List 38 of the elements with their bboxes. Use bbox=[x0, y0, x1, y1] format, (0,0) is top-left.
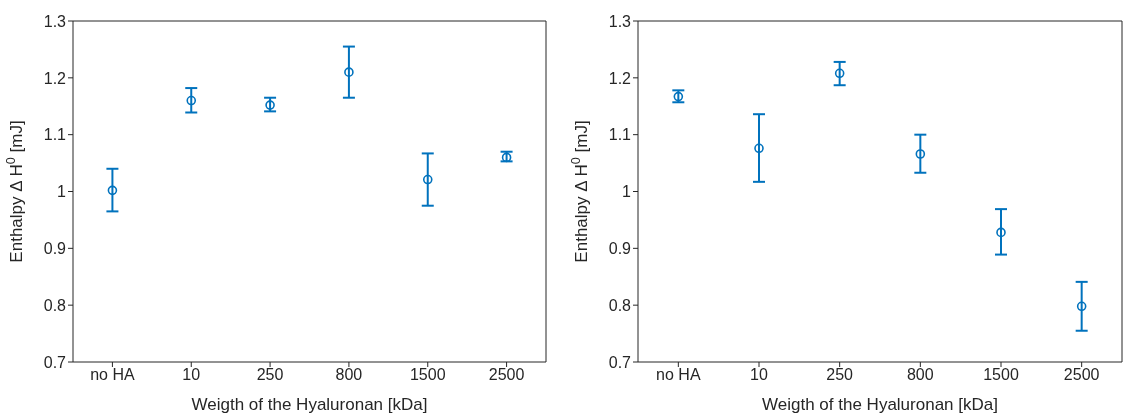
y-tick-label: 1.2 bbox=[608, 69, 632, 87]
x-axis-title: Weigth of the Hyaluronan [kDa] bbox=[762, 395, 998, 414]
point bbox=[422, 174, 433, 185]
x-tick-label: 1500 bbox=[983, 366, 1019, 384]
point bbox=[996, 227, 1006, 238]
y-tick-label: 1.1 bbox=[43, 126, 67, 144]
point bbox=[754, 143, 764, 154]
point bbox=[1076, 301, 1087, 312]
y-tick-label: 0.9 bbox=[43, 240, 67, 258]
point bbox=[265, 100, 275, 110]
y-tick-label: 0.9 bbox=[608, 240, 632, 258]
x-tick-label: no HA bbox=[90, 366, 135, 384]
point bbox=[915, 149, 926, 159]
point bbox=[344, 67, 354, 77]
x-tick-label: 10 bbox=[182, 366, 201, 384]
y-tick-label: 0.8 bbox=[43, 296, 67, 314]
x-tick-label: 250 bbox=[256, 366, 284, 384]
y-tick-label: 1.3 bbox=[43, 12, 67, 30]
y-tick-label: 1 bbox=[57, 183, 67, 201]
x-tick-label: 10 bbox=[750, 366, 768, 384]
point bbox=[834, 68, 845, 79]
x-tick-label: 250 bbox=[826, 366, 854, 384]
point bbox=[186, 95, 197, 106]
y-tick-label: 1.3 bbox=[608, 12, 632, 30]
y-tick-label: 0.7 bbox=[43, 353, 67, 371]
y-tick-label: 0.7 bbox=[608, 353, 632, 371]
x-tick-label: 2500 bbox=[1063, 366, 1100, 384]
x-tick-label: 1500 bbox=[409, 366, 446, 384]
y-tick-label: 0.8 bbox=[608, 296, 632, 314]
y-tick-label: 1.1 bbox=[608, 126, 632, 144]
x-tick-label: 2500 bbox=[488, 366, 525, 384]
x-tick-label: no HA bbox=[656, 366, 701, 384]
point bbox=[107, 185, 118, 196]
y-tick-label: 1 bbox=[622, 183, 632, 201]
x-tick-label: 800 bbox=[906, 366, 934, 384]
y-tick-label: 1.2 bbox=[43, 69, 67, 87]
x-axis-title: Weigth of the Hyaluronan [kDa] bbox=[191, 395, 428, 414]
x-tick-label: 800 bbox=[335, 366, 363, 384]
